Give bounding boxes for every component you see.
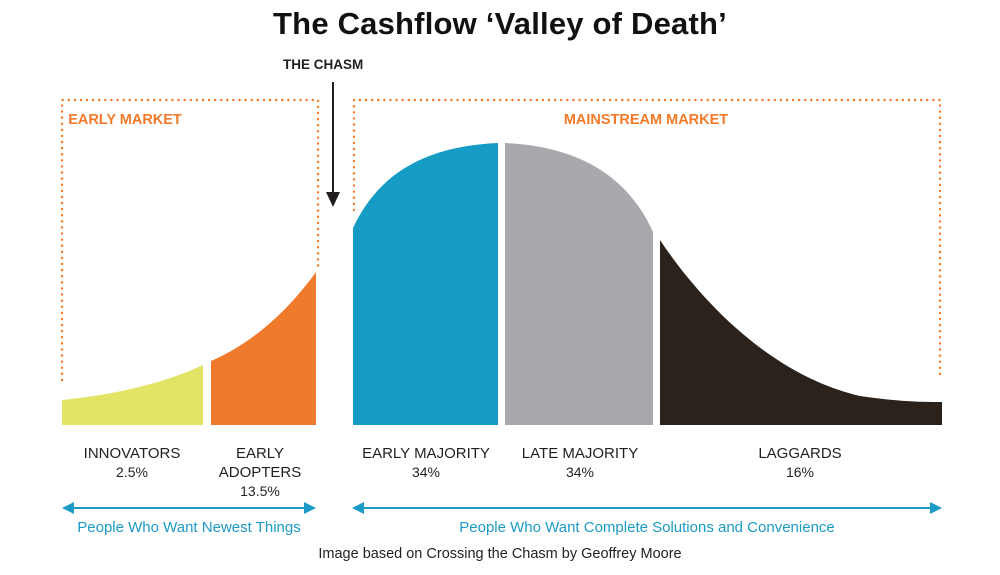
- left-group-arrow: [62, 502, 316, 514]
- page-title: The Cashflow ‘Valley of Death’: [273, 6, 727, 41]
- chasm-label: THE CHASM: [283, 57, 364, 72]
- early-majority-label-group: EARLY MAJORITY 34%: [351, 444, 501, 482]
- laggards-percent: 16%: [785, 464, 815, 480]
- image-credit: Image based on Crossing the Chasm by Geo…: [318, 546, 682, 562]
- innovators-percent: 2.5%: [116, 464, 148, 480]
- late-majority-label-group: LATE MAJORITY 34%: [505, 444, 655, 482]
- early-adopters-percent: 13.5%: [240, 483, 280, 499]
- laggards-name: LAGGARDS: [758, 445, 842, 462]
- left-group-caption: People Who Want Newest Things: [77, 519, 301, 536]
- innovators-name: INNOVATORS: [83, 445, 181, 462]
- mainstream-market-label: MAINSTREAM MARKET: [563, 112, 729, 128]
- late-majority-percent: 34%: [565, 464, 595, 480]
- early-majority-percent: 34%: [411, 464, 441, 480]
- segment-early-adopters: [211, 272, 316, 425]
- right-group-arrow: [352, 502, 942, 514]
- segment-late-majority: [505, 143, 653, 425]
- mainstream-market-box: [352, 98, 942, 382]
- segment-early-majority: [353, 143, 498, 425]
- segment-innovators: [62, 365, 203, 425]
- early-adopters-name-line2: ADOPTERS: [218, 464, 302, 481]
- right-group-caption: People Who Want Complete Solutions and C…: [459, 519, 835, 536]
- laggards-label-group: LAGGARDS 16%: [730, 444, 870, 482]
- early-market-label: EARLY MARKET: [68, 112, 182, 128]
- early-market-box: [60, 98, 320, 382]
- early-majority-name: EARLY MAJORITY: [362, 445, 490, 462]
- early-adopters-label-group: EARLY ADOPTERS 13.5%: [200, 444, 320, 501]
- chasm-arrow-head: [326, 192, 340, 207]
- late-majority-name: LATE MAJORITY: [521, 445, 639, 462]
- segment-laggards: [660, 240, 942, 425]
- innovators-label-group: INNOVATORS 2.5%: [62, 444, 202, 482]
- early-adopters-name-line1: EARLY: [235, 445, 285, 462]
